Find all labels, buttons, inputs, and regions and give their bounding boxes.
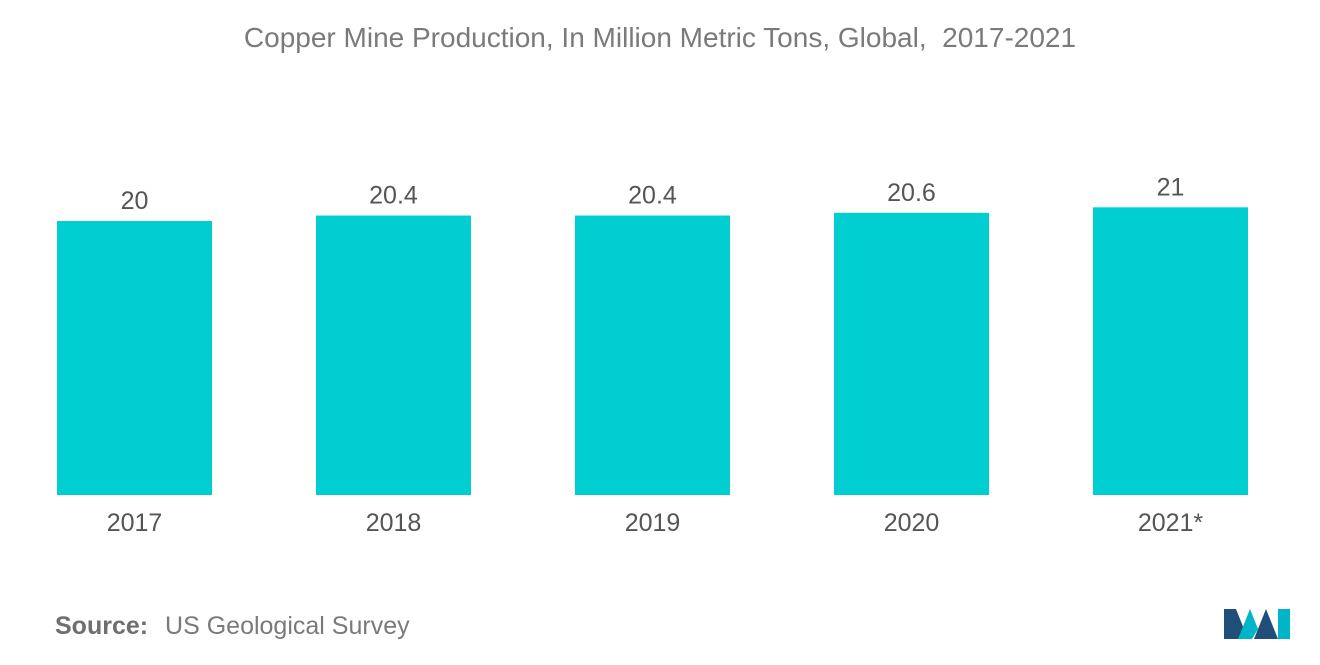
- source-label: Source:: [55, 612, 149, 640]
- bar-2017: [57, 221, 212, 495]
- source-note: Source: US Geological Survey: [55, 612, 410, 641]
- bar-2021*: [1093, 207, 1248, 495]
- category-label-2019: 2019: [625, 509, 681, 537]
- bar-2018: [316, 215, 471, 495]
- bars-group: [57, 207, 1248, 495]
- data-label-2020: 20.6: [887, 179, 936, 207]
- data-label-2018: 20.4: [369, 182, 418, 210]
- logo-shape-4: [1278, 609, 1290, 639]
- category-label-2017: 2017: [107, 509, 163, 537]
- category-label-2018: 2018: [366, 509, 422, 537]
- bar-2020: [834, 212, 989, 495]
- mordor-logo-icon: [1224, 609, 1290, 639]
- value-labels-group: 20 20.4 20.4 20.6 21: [121, 173, 1185, 215]
- category-label-2020: 2020: [884, 509, 940, 537]
- logo-shape-3: [1254, 609, 1278, 639]
- source-text: US Geological Survey: [165, 612, 410, 640]
- logo-shape-2: [1238, 609, 1258, 639]
- data-label-2019: 20.4: [628, 182, 677, 210]
- category-labels-group: 2017 2018 2019 2020 2021*: [107, 509, 1204, 537]
- data-label-2017: 20: [121, 187, 149, 215]
- bar-2019: [575, 215, 730, 495]
- chart-title: Copper Mine Production, In Million Metri…: [243, 22, 1077, 53]
- data-label-2021*: 21: [1157, 173, 1185, 201]
- category-label-2021*: 2021*: [1138, 509, 1204, 537]
